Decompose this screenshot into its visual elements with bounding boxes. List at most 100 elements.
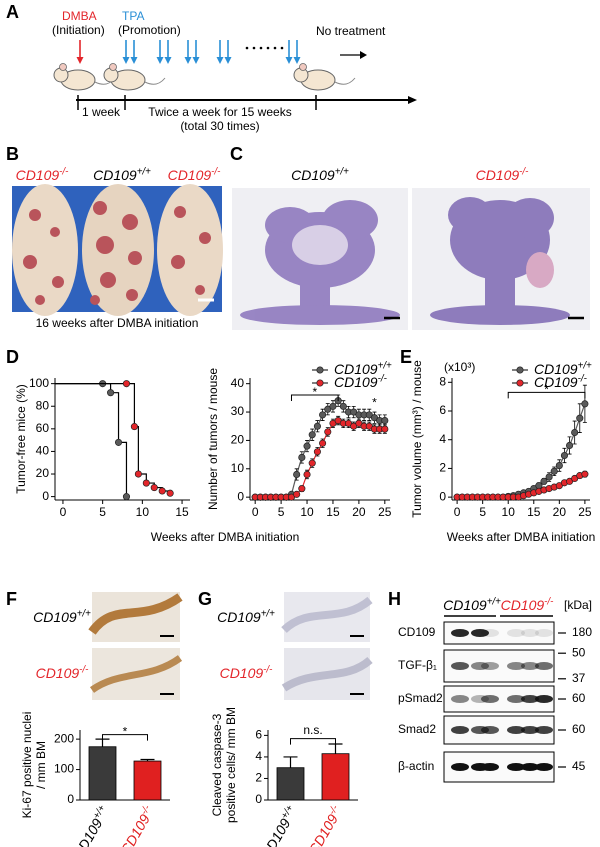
mouse-photo — [12, 184, 223, 316]
series — [251, 415, 389, 501]
blot-band — [521, 763, 539, 771]
marker — [329, 402, 337, 410]
x-tick-label: 15 — [175, 505, 189, 519]
blot-label: CD109 — [398, 625, 436, 639]
unit-label: [kDa] — [564, 598, 592, 612]
genotype-label: CD109-/- — [168, 166, 222, 183]
y-axis-label: Ki-67 positive nuclei — [20, 712, 34, 819]
genotype-label: CD109-/- — [476, 166, 530, 183]
marker — [381, 417, 389, 425]
blot-band — [471, 629, 489, 637]
x-tick-label: 5 — [278, 505, 285, 519]
legend-label: CD109+/+ — [534, 360, 592, 377]
line-segment — [126, 383, 136, 427]
caption: 16 weeks after DMBA initiation — [36, 316, 199, 330]
marker — [122, 493, 131, 501]
legend-marker — [316, 379, 324, 387]
genotype-label: CD109-/- — [16, 166, 70, 183]
y-tick-label: 100 — [29, 376, 49, 390]
blot-label: Smad2 — [398, 722, 436, 736]
series — [55, 380, 174, 497]
marker-label: 60 — [572, 722, 586, 736]
bar — [88, 746, 117, 801]
y-tick-label: 6 — [439, 403, 446, 417]
ellipsis-dot — [280, 46, 284, 50]
arrow-head — [156, 57, 164, 64]
line-segment — [134, 425, 139, 475]
dmba-note: (Initiation) — [52, 23, 105, 37]
marker — [130, 423, 138, 431]
x-tick-label: 25 — [578, 505, 592, 519]
marker — [566, 441, 574, 450]
blot-label: TGF-β₁ — [398, 658, 437, 672]
genotype-label: CD109+/+ — [93, 166, 151, 183]
genotype-label: CD109+/+ — [291, 166, 349, 183]
marker — [303, 470, 311, 479]
ellipsis-dot — [266, 46, 270, 50]
y-axis-label: Tumor-free mice (%) — [14, 384, 28, 494]
group-label: CD109-/- — [501, 596, 555, 613]
blot-frame — [443, 621, 555, 645]
bar — [133, 760, 162, 801]
x-tick-label: 15 — [527, 505, 541, 519]
interval-note: (total 30 times) — [180, 119, 259, 133]
blot-band — [507, 763, 525, 771]
mouse-ear — [299, 63, 307, 71]
marker — [293, 470, 301, 479]
y-tick-label: 6 — [255, 728, 262, 742]
panel-letter: B — [6, 144, 19, 164]
y-tick-label: 20 — [231, 433, 245, 447]
blot-band — [481, 763, 499, 771]
blot-band — [451, 763, 469, 771]
blot-band — [451, 695, 469, 703]
arrow-head — [285, 57, 293, 64]
blot-band — [451, 726, 469, 734]
marker — [298, 453, 306, 461]
blot-band — [521, 629, 539, 637]
blot-label: β-actin — [398, 759, 434, 773]
marker — [114, 438, 123, 446]
y-tick-label: 0 — [237, 489, 244, 503]
marker — [545, 473, 553, 481]
marker — [581, 400, 589, 408]
panel-letter: F — [6, 589, 17, 609]
interval-label: Twice a week for 15 weeks — [148, 105, 291, 119]
arrow-head — [76, 57, 84, 64]
blot-band — [507, 662, 525, 670]
error-bar — [283, 756, 298, 768]
blot-band — [507, 629, 525, 637]
arrow-head — [122, 57, 130, 64]
y-tick-label: 0 — [42, 489, 49, 503]
schedule-icons — [53, 40, 356, 91]
blot-band — [471, 662, 489, 670]
significance-bracket — [102, 734, 148, 741]
arrow-head — [130, 57, 138, 64]
y-tick-label: 80 — [36, 398, 50, 412]
marker — [150, 484, 158, 492]
dmba-label: DMBA — [62, 9, 97, 23]
mouse-ear — [59, 63, 67, 71]
y-axis-label: Cleaved caspase-3 — [210, 713, 224, 816]
y-tick-label: 0 — [67, 792, 74, 806]
marker — [381, 425, 389, 433]
significance-label: * — [372, 396, 377, 410]
marker — [142, 479, 150, 487]
arrow-head — [164, 57, 172, 64]
y-tick-label: 10 — [231, 461, 245, 475]
arrow-head — [224, 57, 232, 64]
y-axis-label: / mm BM — [34, 741, 48, 789]
x-tick-label: CD109+/+ — [69, 803, 112, 847]
legend-marker — [316, 366, 324, 374]
y-tick-label: 40 — [231, 376, 245, 390]
marker — [324, 428, 332, 436]
panel-letter: C — [230, 144, 243, 164]
marker — [308, 459, 316, 467]
ellipsis-dot — [245, 46, 249, 50]
marker — [540, 477, 548, 485]
blot-band — [535, 763, 553, 771]
y-axis-label: Number of tumors / mouse — [206, 368, 220, 510]
tpa-note: (Promotion) — [118, 23, 181, 37]
significance-label: n.s. — [303, 723, 322, 737]
marker-label: 180 — [572, 625, 592, 639]
y-tick-label: 2 — [439, 461, 446, 475]
